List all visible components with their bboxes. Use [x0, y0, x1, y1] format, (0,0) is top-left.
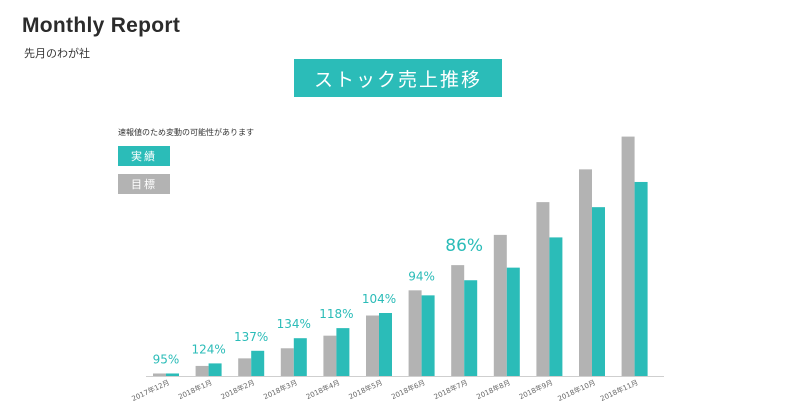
- x-tick-label: 2018年2月: [219, 378, 256, 401]
- x-tick-label: 2018年7月: [432, 378, 469, 401]
- bar-target: [451, 265, 465, 376]
- chart-title: ストック売上推移: [294, 59, 502, 97]
- bar-actual: [421, 295, 435, 376]
- rate-label: 124%: [191, 342, 225, 356]
- x-tick-label: 2018年8月: [475, 378, 512, 401]
- rate-label: 95%: [153, 352, 180, 366]
- x-tick-label: 2018年6月: [390, 378, 427, 401]
- bar-actual: [592, 207, 605, 376]
- x-tick-label: 2018年5月: [347, 378, 384, 401]
- bar-actual: [506, 267, 520, 376]
- x-tick-label: 2017年12月: [130, 378, 171, 403]
- bar-actual: [549, 237, 563, 376]
- bar-actual: [634, 181, 648, 376]
- x-tick-label: 2018年4月: [305, 378, 342, 401]
- bar-target: [408, 290, 422, 376]
- rate-label: 94%: [408, 269, 435, 283]
- legend-target: 目標: [118, 174, 170, 194]
- rate-label: 134%: [277, 317, 311, 331]
- x-tick-label: 2018年11月: [599, 378, 640, 403]
- x-tick-label: 2018年10月: [556, 378, 597, 403]
- bar-target: [238, 358, 252, 376]
- bar-target: [323, 335, 337, 376]
- rate-label: 118%: [319, 307, 353, 321]
- chart-note: 速報値のため変動の可能性があります: [118, 128, 254, 137]
- bar-target: [195, 365, 209, 376]
- bar-actual: [293, 338, 307, 376]
- x-tick-label: 2018年9月: [518, 378, 555, 401]
- report-title: Monthly Report: [22, 14, 181, 37]
- x-tick-label: 2018年1月: [177, 378, 214, 401]
- bar-target: [579, 169, 592, 376]
- bar-target: [153, 373, 166, 376]
- bar-target: [621, 136, 635, 376]
- rate-label: 137%: [234, 330, 268, 344]
- x-tick-label: 2018年3月: [262, 378, 299, 401]
- bar-actual: [464, 280, 478, 376]
- legend-actual: 実績: [118, 146, 170, 166]
- bar-target: [536, 202, 550, 376]
- bar-actual: [166, 373, 179, 376]
- rate-label: 86%: [445, 236, 483, 256]
- bar-target: [366, 315, 379, 376]
- report-subtitle: 先月のわが社: [24, 47, 90, 60]
- bar-actual: [208, 363, 222, 376]
- bar-actual: [336, 328, 350, 376]
- bar-actual: [251, 350, 265, 376]
- rate-label: 104%: [362, 292, 396, 306]
- bar-target: [280, 348, 294, 376]
- bar-actual: [379, 313, 392, 376]
- bar-target: [493, 234, 507, 376]
